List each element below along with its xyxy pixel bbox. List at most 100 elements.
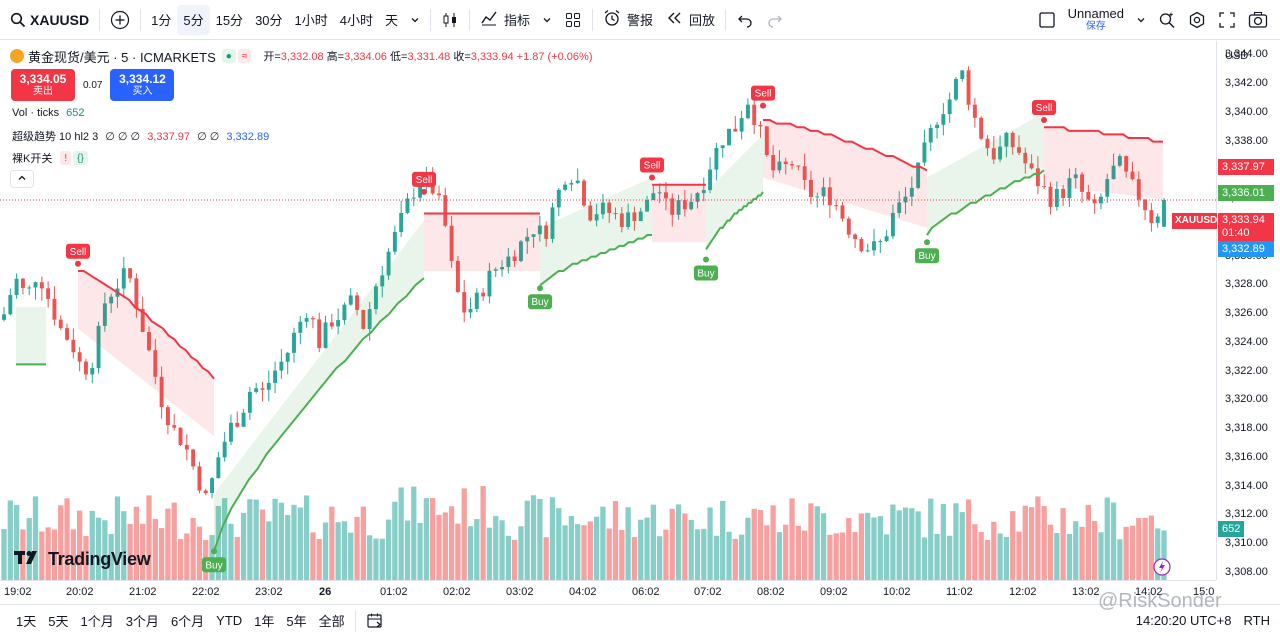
candle-body [733, 128, 738, 132]
chart-type-button[interactable] [435, 5, 465, 35]
supertrend-fill [1044, 127, 1163, 200]
candle-body [588, 205, 593, 221]
candle-body [638, 211, 643, 222]
range-all[interactable]: 全部 [318, 614, 345, 629]
price-axis[interactable]: USD 3,344.00 3,342.00 3,340.00 3,338.00 3,33… [1172, 41, 1280, 580]
settings-button[interactable] [1182, 5, 1212, 35]
alert-button[interactable]: 警报 [597, 5, 659, 35]
fullscreen-button[interactable] [1212, 5, 1242, 35]
interval-30m[interactable]: 30分 [255, 13, 283, 28]
candle-body [493, 269, 498, 271]
candle-body [827, 187, 832, 206]
symbol-search[interactable]: XAUUSD [4, 5, 95, 35]
divider [430, 8, 432, 31]
undo-button[interactable] [730, 5, 760, 35]
open-label: 开= [263, 51, 281, 63]
compare-symbol-button[interactable] [104, 5, 136, 35]
candle-body [550, 207, 555, 239]
divider [469, 8, 471, 31]
tradingview-logo[interactable]: TradingView [14, 549, 151, 570]
range-3m[interactable]: 3个月 [125, 614, 159, 629]
supertrend-legend[interactable]: 超级趋势 10 hl2 3 ∅ ∅ ∅ 3,337.97 ∅ ∅ 3,332.8… [12, 128, 269, 144]
candle-body [752, 104, 757, 125]
volume-bar [959, 512, 965, 580]
price-chart[interactable]: Sell Buy Sell Buy Sell Buy Sell Buy Sell [0, 41, 1216, 580]
volume-bar [675, 504, 682, 580]
signal-dot [924, 239, 930, 246]
sell-button[interactable]: 3,334.05 卖出 [11, 69, 75, 101]
volume-bar [499, 520, 505, 580]
interval-1m[interactable]: 1分 [151, 13, 172, 28]
volume-bar [940, 503, 946, 580]
volume-bar [606, 528, 612, 580]
candle-body [254, 388, 259, 392]
market-open-badge[interactable]: ● [221, 49, 236, 63]
candle-body [739, 118, 744, 132]
candle-body [512, 256, 517, 262]
sell-signal-label: Sell [412, 171, 436, 187]
range-1m[interactable]: 1个月 [80, 614, 114, 629]
volume-bar [858, 513, 865, 580]
naked-k-legend[interactable]: 裸K开关 ! {} [12, 150, 88, 166]
indicators-dropdown[interactable] [536, 5, 558, 35]
chart-pane[interactable]: Sell Buy Sell Buy Sell Buy Sell Buy Sell [0, 41, 1216, 580]
volume-legend[interactable]: Vol · ticks 652 [12, 107, 85, 119]
interval-1d[interactable]: 天 [385, 13, 399, 28]
interval-5m[interactable]: 5分 [177, 4, 210, 35]
candle-body [1092, 199, 1097, 204]
goto-date-button[interactable] [360, 606, 390, 636]
legend-collapse-button[interactable] [10, 170, 34, 188]
range-6m[interactable]: 6个月 [170, 614, 205, 629]
range-ytd[interactable]: YTD [216, 613, 243, 628]
candle-body [361, 310, 366, 329]
currency-label[interactable]: USD [1225, 50, 1249, 62]
warning-icon[interactable]: ! [60, 151, 72, 165]
candle-body [954, 78, 958, 100]
volume-bar [165, 508, 171, 580]
layout-dropdown[interactable] [1130, 5, 1152, 35]
replay-button[interactable]: 回放 [659, 5, 721, 35]
source-code-icon[interactable]: {} [73, 151, 88, 165]
candle-body [1080, 174, 1084, 192]
volume-bar [253, 499, 259, 580]
volume-bar [972, 524, 978, 580]
volume-bar [1117, 539, 1123, 580]
delayed-data-badge[interactable]: ≈ [237, 49, 252, 63]
volume-bar [1054, 532, 1060, 580]
templates-button[interactable] [558, 5, 588, 35]
symbol-title[interactable]: 黄金现货/美元 · 5 · ICMARKETS [28, 49, 216, 65]
layout-select-button[interactable] [1032, 5, 1062, 35]
range-1y[interactable]: 1年 [254, 614, 275, 629]
buy-button[interactable]: 3,334.12 买入 [110, 69, 175, 101]
candle-body [991, 148, 996, 160]
range-5y[interactable]: 5年 [286, 614, 307, 629]
indicators-button[interactable]: 指标 [474, 5, 536, 35]
time-tick-label: 11:02 [946, 586, 973, 598]
interval-15m[interactable]: 15分 [215, 13, 244, 28]
gold-coin-icon [10, 49, 24, 63]
volume-bar [587, 521, 593, 580]
symbol-legend-row: 黄金现货/美元 · 5 · ICMARKETS ● ≈ 开=3,332.08 高… [10, 46, 593, 66]
time-axis[interactable]: 19:02 20:02 21:02 22:02 23:02 26 01:02 02:02 03:… [0, 580, 1216, 604]
interval-dropdown[interactable] [404, 5, 426, 35]
svg-text:Buy: Buy [205, 560, 222, 571]
quick-search-button[interactable] [1152, 5, 1182, 35]
layout-name-button[interactable]: Unnamed 保存 [1062, 5, 1130, 35]
candle-body [802, 166, 807, 180]
range-1d[interactable]: 1天 [16, 614, 37, 629]
clock-display[interactable]: 14:20:20 UTC+8 [1135, 613, 1232, 628]
snapshot-button[interactable] [1242, 5, 1274, 35]
session-toggle[interactable]: RTH [1243, 613, 1270, 628]
signal-dot [760, 102, 766, 109]
sell-signal-label: Sell [1032, 100, 1056, 116]
tradingview-logo-text: TradingView [48, 549, 151, 569]
range-5d[interactable]: 5天 [48, 614, 69, 629]
volume-bar [83, 535, 89, 580]
candle-body [134, 278, 139, 309]
redo-button[interactable] [760, 5, 790, 35]
volume-bar [285, 515, 291, 580]
chevron-up-icon [17, 173, 27, 186]
watermark: @RiskSonder [1098, 590, 1222, 612]
interval-4h[interactable]: 4小时 [339, 13, 373, 28]
interval-1h[interactable]: 1小时 [294, 13, 328, 28]
